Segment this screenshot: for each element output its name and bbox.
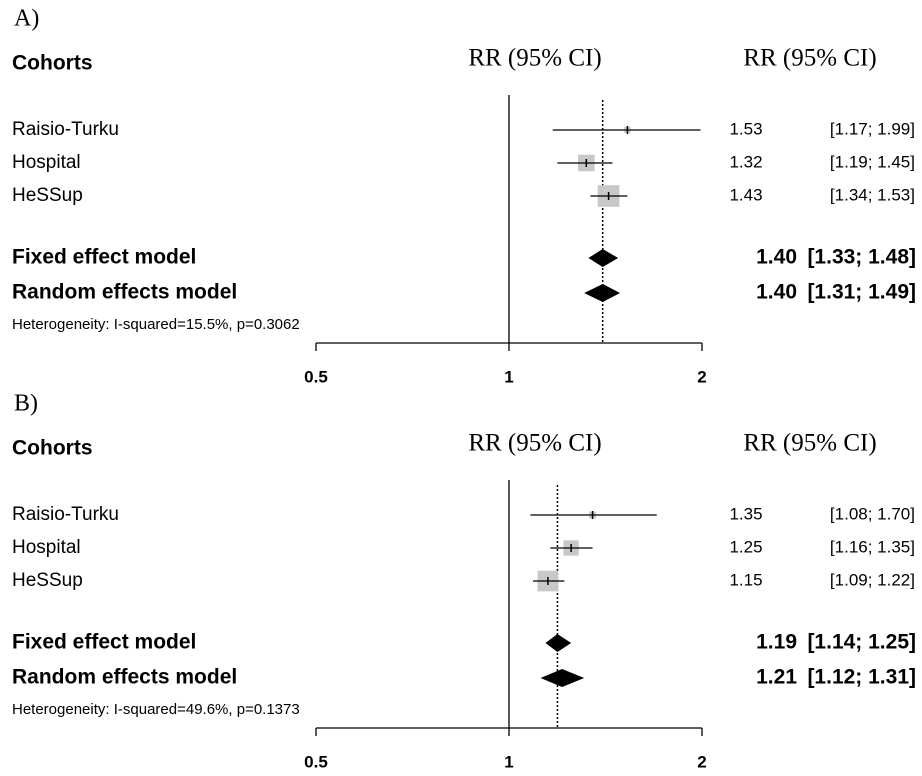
model-label: Random effects model [12,281,237,304]
axis-header: RR (95% CI) [468,430,601,457]
rr-value: 1.53 [729,119,762,138]
model-label: Random effects model [12,666,237,689]
summary-diamond [545,634,572,652]
x-tick-label: 1 [504,367,513,386]
model-value: 1.21 [756,666,797,689]
cohort-label: Hospital [12,537,81,558]
rr-value: 1.43 [729,185,762,204]
model-label: Fixed effect model [12,631,196,654]
model-ci: [1.33; 1.48] [807,246,916,269]
rr-value: 1.25 [729,537,762,556]
ci-label: [1.08; 1.70] [830,504,915,523]
x-tick-label: 2 [697,367,706,386]
ci-label: [1.19; 1.45] [830,152,915,171]
panel-label: A) [14,6,39,32]
x-tick-label: 2 [697,752,706,771]
rr-value: 1.15 [729,570,762,589]
model-value: 1.19 [756,631,797,654]
model-value: 1.40 [756,281,797,304]
model-label: Fixed effect model [12,246,196,269]
row-header: Cohorts [12,437,93,460]
forest-panel: A) Cohorts RR (95% CI) RR (95% CI) Raisio-Tu… [12,6,916,387]
ci-label: [1.17; 1.99] [830,119,915,138]
ci-label: [1.16; 1.35] [830,537,915,556]
heterogeneity: Heterogeneity: I-squared=15.5%, p=0.3062 [12,316,300,333]
summary-diamond [588,249,619,267]
cohort-label: Hospital [12,152,81,173]
model-ci: [1.31; 1.49] [807,281,916,304]
row-header: Cohorts [12,52,93,75]
model-ci: [1.14; 1.25] [807,631,916,654]
x-tick-label: 1 [504,752,513,771]
rr-value: 1.32 [729,152,762,171]
cohort-label: Raisio-Turku [12,504,119,525]
cohort-label: HeSSup [12,185,83,206]
summary-diamond [584,284,621,302]
axis-header: RR (95% CI) [468,45,601,72]
ci-label: [1.34; 1.53] [830,185,915,204]
cohort-label: HeSSup [12,570,83,591]
rr-value: 1.35 [729,504,762,523]
ci-label: [1.09; 1.22] [830,570,915,589]
panel-label: B) [14,391,38,417]
x-tick-label: 0.5 [304,367,328,386]
value-header: RR (95% CI) [743,430,876,457]
heterogeneity: Heterogeneity: I-squared=49.6%, p=0.1373 [12,701,300,718]
summary-diamond [540,669,585,687]
value-header: RR (95% CI) [743,45,876,72]
model-ci: [1.12; 1.31] [807,666,916,689]
x-tick-label: 0.5 [304,752,328,771]
forest-panel: B) Cohorts RR (95% CI) RR (95% CI) Raisio-Tu… [12,391,916,772]
cohort-label: Raisio-Turku [12,119,119,140]
model-value: 1.40 [756,246,797,269]
